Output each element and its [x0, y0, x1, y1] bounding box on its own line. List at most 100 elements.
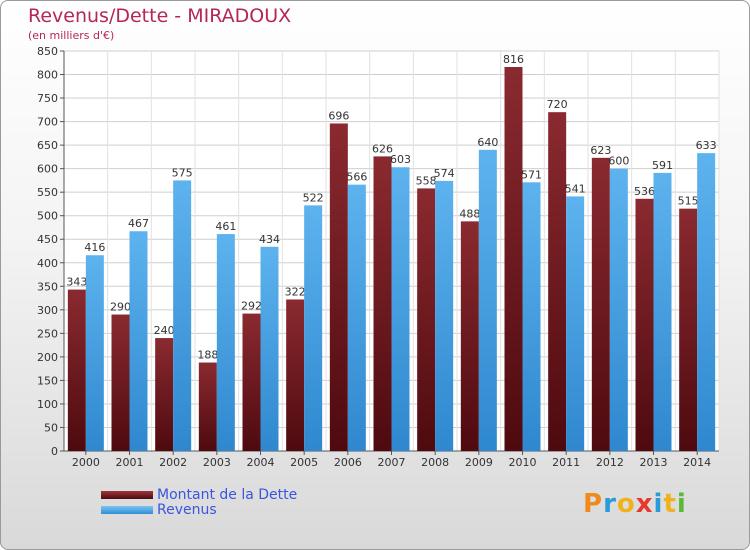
y-tick-label: 500 — [37, 210, 58, 223]
legend-item-revenus: Revenus — [101, 501, 297, 518]
y-tick-label: 400 — [37, 257, 58, 270]
bar-dette — [67, 289, 86, 451]
data-label-revenus: 575 — [172, 166, 193, 179]
bar-revenus — [697, 153, 716, 451]
bar-dette — [373, 156, 392, 452]
data-label-revenus: 434 — [259, 233, 280, 246]
data-label-revenus: 640 — [477, 136, 498, 149]
legend-item-dette: Montant de la Dette — [101, 486, 298, 503]
x-tick-label: 2000 — [72, 456, 100, 469]
logo-letter: P — [583, 489, 604, 519]
bar-revenus — [260, 246, 279, 451]
chart-subtitle: (en milliers d'€) — [28, 29, 115, 42]
legend-label-dette: Montant de la Dette — [157, 486, 298, 503]
data-label-revenus: 522 — [303, 191, 324, 204]
y-tick-label: 250 — [37, 327, 58, 340]
data-label-revenus: 603 — [390, 153, 411, 166]
data-label-revenus: 591 — [652, 159, 673, 172]
y-tick-label: 850 — [37, 45, 58, 58]
x-tick-label: 2009 — [465, 456, 493, 469]
logo-letter: o — [616, 489, 636, 519]
data-label-dette: 240 — [154, 324, 175, 337]
bar-revenus — [653, 172, 672, 451]
legend-label-revenus: Revenus — [157, 501, 217, 518]
x-tick-label: 2011 — [552, 456, 580, 469]
y-tick-label: 750 — [37, 92, 58, 105]
y-tick-label: 0 — [51, 445, 58, 458]
data-label-revenus: 574 — [434, 167, 455, 180]
y-tick-label: 100 — [37, 398, 58, 411]
x-tick-label: 2006 — [334, 456, 362, 469]
bar-revenus — [347, 184, 366, 451]
bar-revenus — [609, 168, 628, 451]
y-tick-label: 350 — [37, 280, 58, 293]
proxiti-logo: Proxiti — [583, 489, 687, 519]
y-tick-label: 800 — [37, 69, 58, 82]
bar-dette — [591, 157, 610, 451]
bar-dette — [329, 123, 348, 452]
data-label-revenus: 461 — [215, 220, 236, 233]
bar-revenus — [216, 234, 235, 451]
bar-revenus — [478, 149, 497, 451]
x-tick-label: 2008 — [421, 456, 449, 469]
logo-letter: r — [603, 489, 617, 519]
x-tick-label: 2007 — [378, 456, 406, 469]
data-label-dette: 720 — [547, 98, 568, 111]
data-label-dette: 536 — [634, 185, 655, 198]
data-label-revenus: 467 — [128, 217, 149, 230]
legend-swatch-dette — [101, 490, 153, 499]
bar-dette — [242, 313, 261, 451]
data-label-dette: 292 — [241, 300, 262, 313]
logo-letter: x — [635, 489, 654, 519]
data-label-dette: 696 — [328, 109, 349, 122]
bar-dette — [635, 198, 654, 451]
bar-dette — [548, 112, 567, 452]
data-label-dette: 816 — [503, 53, 524, 66]
bar-dette — [286, 299, 305, 451]
bar-dette — [198, 362, 217, 451]
x-tick-label: 2014 — [683, 456, 711, 469]
data-label-dette: 290 — [110, 301, 131, 314]
x-tick-label: 2010 — [509, 456, 537, 469]
data-label-dette: 558 — [416, 174, 437, 187]
y-tick-label: 550 — [37, 186, 58, 199]
bar-dette — [111, 314, 130, 451]
data-label-dette: 188 — [197, 349, 218, 362]
logo-letter: t — [663, 489, 677, 519]
data-label-revenus: 600 — [608, 155, 629, 168]
bar-revenus — [129, 231, 148, 451]
chart-title: Revenus/Dette - MIRADOUX — [28, 5, 292, 27]
bar-revenus — [522, 182, 541, 451]
bar-dette — [155, 338, 174, 451]
data-label-dette: 515 — [678, 195, 699, 208]
data-label-dette: 488 — [459, 207, 480, 220]
x-tick-label: 2002 — [159, 456, 187, 469]
data-label-dette: 623 — [590, 144, 611, 157]
x-tick-label: 2001 — [116, 456, 144, 469]
y-tick-label: 300 — [37, 304, 58, 317]
y-tick-label: 200 — [37, 351, 58, 364]
x-tick-label: 2012 — [596, 456, 624, 469]
logo-letter: i — [676, 489, 687, 519]
data-label-revenus: 541 — [565, 182, 586, 195]
bar-dette — [504, 67, 523, 451]
bar-revenus — [566, 196, 585, 451]
legend: Montant de la Dette Revenus — [101, 486, 298, 518]
y-tick-label: 650 — [37, 139, 58, 152]
data-label-dette: 322 — [285, 285, 306, 298]
bar-dette — [460, 221, 479, 451]
data-label-revenus: 633 — [696, 139, 717, 152]
legend-swatch-revenus — [101, 505, 153, 514]
bar-revenus — [391, 167, 410, 451]
bar-revenus — [85, 255, 104, 451]
y-tick-label: 50 — [44, 421, 58, 434]
data-label-revenus: 566 — [346, 171, 367, 184]
y-tick-label: 150 — [37, 374, 58, 387]
y-tick-label: 450 — [37, 233, 58, 246]
bar-dette — [417, 188, 436, 452]
data-label-dette: 343 — [66, 276, 87, 289]
x-tick-label: 2005 — [290, 456, 318, 469]
bar-revenus — [304, 205, 323, 451]
